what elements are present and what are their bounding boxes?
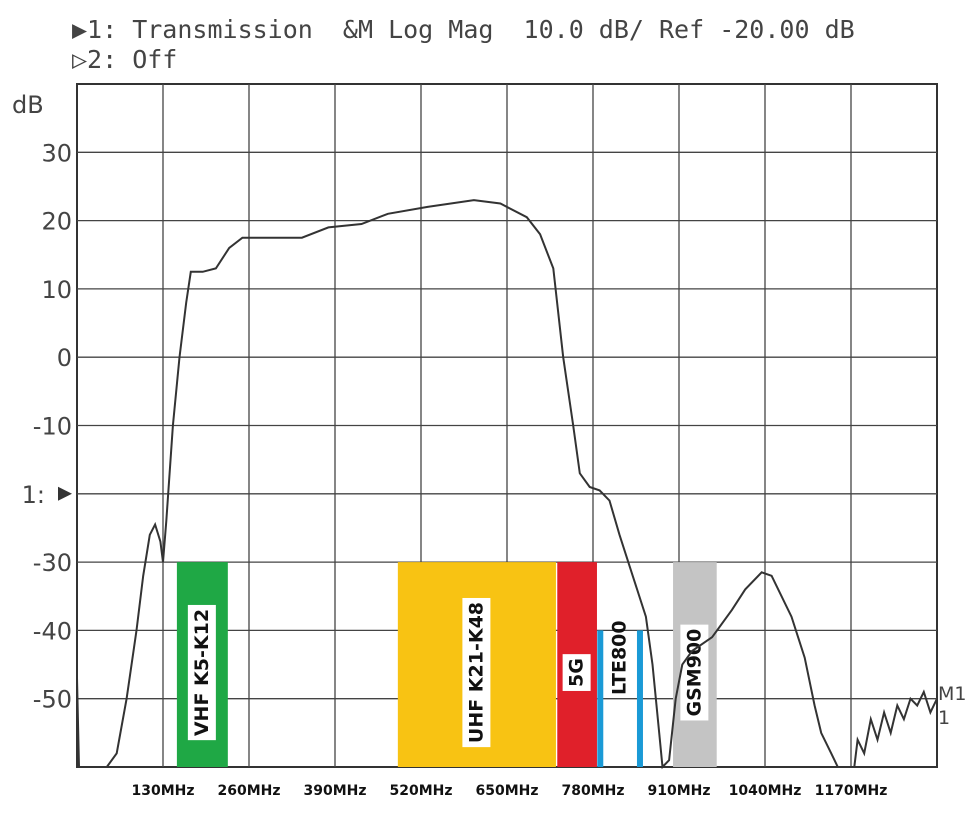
reference-marker — [58, 486, 72, 501]
y-tick-label: -10 — [33, 413, 72, 441]
band-edge — [636, 630, 643, 767]
y-tick-label: -30 — [33, 549, 72, 577]
y-tick-label: -50 — [33, 686, 72, 714]
y-tick-label: 30 — [41, 139, 72, 167]
x-tick-label: 130MHz — [131, 783, 194, 799]
x-tick-label: 910MHz — [647, 783, 710, 799]
y-axis-label: dB — [12, 91, 44, 119]
chart-title: ▶1: Transmission &M Log Mag 10.0 dB/ Ref… — [72, 15, 855, 44]
x-tick-label: 1040MHz — [729, 783, 802, 799]
y-tick-label: 10 — [41, 276, 72, 304]
band-label-bg — [562, 654, 591, 691]
band-label: UHF K21-K48 — [465, 602, 487, 743]
band-edge — [597, 630, 604, 767]
band-label: VHF K5-K12 — [191, 609, 213, 736]
trace-annotation: M1 — [938, 683, 966, 705]
band-label-group: GSM900 — [680, 624, 709, 721]
x-tick-label: 780MHz — [561, 783, 624, 799]
band-label: GSM900 — [683, 629, 705, 717]
trace — [76, 199, 938, 770]
band-label-group: UHF K21-K48 — [462, 597, 491, 748]
y-tick-label: 0 — [57, 344, 72, 372]
x-tick-label: 520MHz — [389, 783, 452, 799]
band-label-bg — [680, 624, 709, 721]
y-tick-label: -40 — [33, 617, 72, 645]
band-label-group: VHF K5-K12 — [187, 604, 216, 741]
x-tick-label: 650MHz — [475, 783, 538, 799]
band-label-group: 5G — [562, 654, 591, 691]
x-tick-label: 260MHz — [217, 783, 280, 799]
band-label-bg — [462, 597, 491, 748]
band-label: 5G — [566, 658, 588, 687]
x-tick-label: 1170MHz — [815, 783, 888, 799]
band-label: LTE800 — [609, 620, 631, 695]
trace-annotation: 1 — [938, 707, 950, 729]
band-label-group: LTE800 — [609, 620, 631, 695]
grid — [77, 84, 937, 767]
x-tick-label: 390MHz — [303, 783, 366, 799]
chart-subtitle: ▷2: Off — [72, 45, 177, 74]
y-tick-label: 1: — [22, 481, 45, 509]
band-label-bg — [187, 604, 216, 741]
y-tick-label: 20 — [41, 208, 72, 236]
